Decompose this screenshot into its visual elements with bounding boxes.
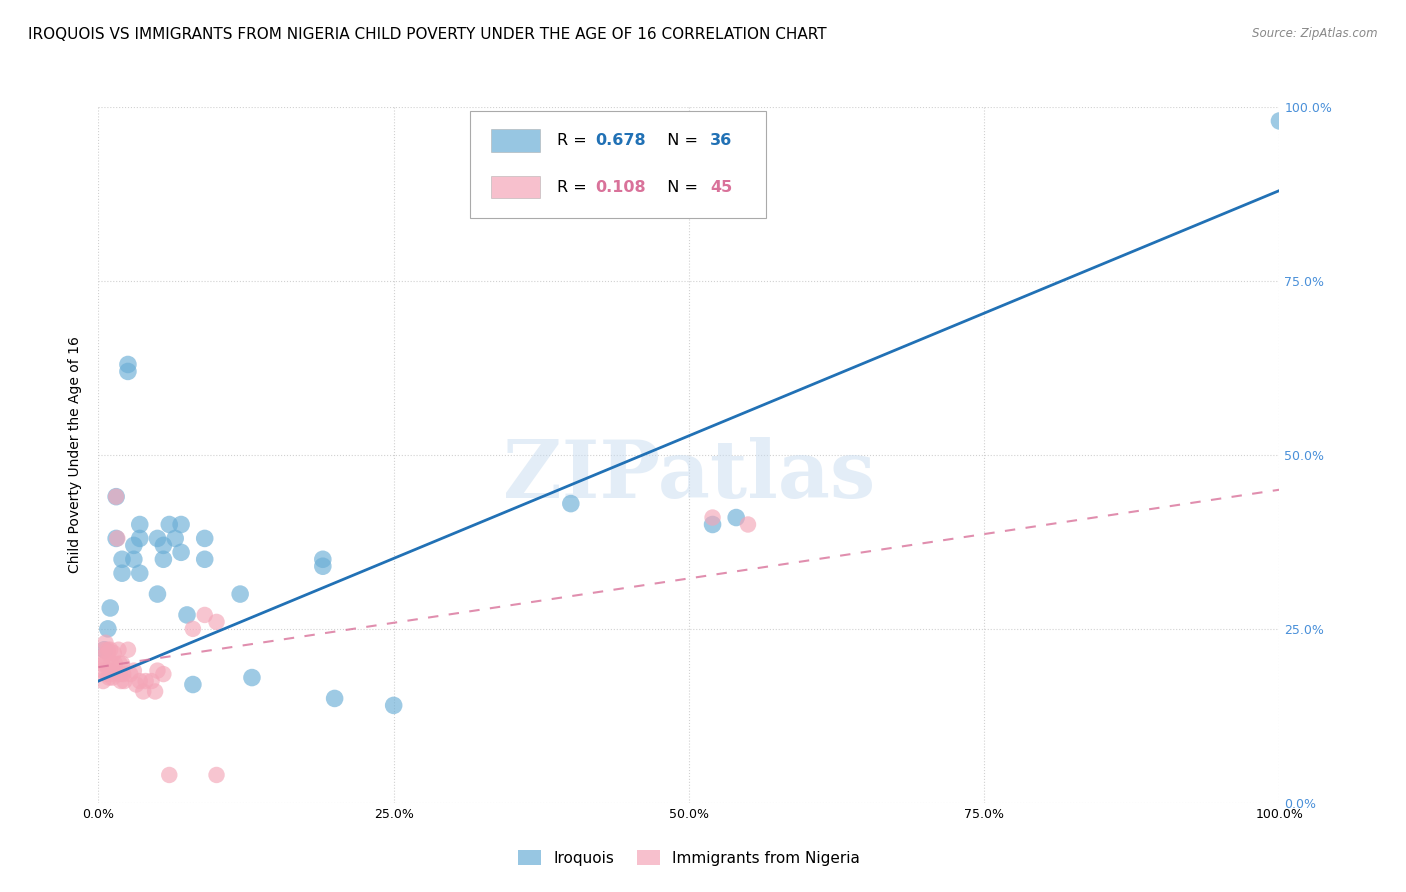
Point bbox=[181, 677, 204, 691]
Point bbox=[94, 636, 117, 650]
Point bbox=[128, 566, 150, 581]
Point bbox=[105, 490, 128, 504]
Text: 0.108: 0.108 bbox=[596, 179, 647, 194]
Point bbox=[104, 657, 127, 671]
Text: 36: 36 bbox=[710, 133, 733, 148]
Point bbox=[725, 510, 748, 524]
Point bbox=[112, 667, 135, 681]
Point bbox=[100, 657, 122, 671]
Point bbox=[170, 545, 193, 559]
Point bbox=[181, 622, 204, 636]
Text: R =: R = bbox=[557, 133, 592, 148]
Point bbox=[382, 698, 405, 713]
Text: R =: R = bbox=[557, 179, 592, 194]
FancyBboxPatch shape bbox=[471, 111, 766, 219]
Point bbox=[105, 490, 128, 504]
Point bbox=[165, 532, 187, 546]
Text: N =: N = bbox=[657, 133, 703, 148]
Point bbox=[97, 622, 120, 636]
Point bbox=[100, 667, 122, 681]
Point bbox=[96, 667, 118, 681]
Point bbox=[240, 671, 263, 685]
Point bbox=[141, 674, 163, 689]
Point bbox=[128, 532, 150, 546]
Point bbox=[702, 517, 724, 532]
FancyBboxPatch shape bbox=[491, 129, 540, 152]
Point bbox=[98, 664, 121, 678]
Point bbox=[157, 517, 180, 532]
FancyBboxPatch shape bbox=[491, 176, 540, 198]
Point bbox=[323, 691, 346, 706]
Point bbox=[229, 587, 252, 601]
Point bbox=[170, 517, 193, 532]
Point bbox=[1268, 114, 1291, 128]
Text: ZIPatlas: ZIPatlas bbox=[503, 437, 875, 515]
Point bbox=[91, 664, 114, 678]
Point bbox=[122, 538, 145, 552]
Point bbox=[205, 768, 228, 782]
Point bbox=[91, 674, 114, 689]
Point bbox=[135, 674, 157, 689]
Point bbox=[105, 532, 128, 546]
Text: N =: N = bbox=[657, 179, 703, 194]
Point bbox=[101, 671, 124, 685]
Point bbox=[176, 607, 198, 622]
Point bbox=[152, 667, 174, 681]
Legend: Iroquois, Immigrants from Nigeria: Iroquois, Immigrants from Nigeria bbox=[512, 844, 866, 871]
Point bbox=[117, 642, 139, 657]
Point bbox=[122, 552, 145, 566]
Point bbox=[93, 642, 115, 657]
Point bbox=[737, 517, 759, 532]
Point bbox=[143, 684, 166, 698]
Point bbox=[97, 642, 120, 657]
Point bbox=[93, 642, 115, 657]
Point bbox=[152, 552, 174, 566]
Point bbox=[152, 538, 174, 552]
Point bbox=[94, 657, 117, 671]
Point bbox=[194, 552, 217, 566]
Point bbox=[107, 642, 129, 657]
Point bbox=[702, 510, 724, 524]
Point bbox=[110, 674, 132, 689]
Point bbox=[91, 649, 114, 664]
Y-axis label: Child Poverty Under the Age of 16: Child Poverty Under the Age of 16 bbox=[69, 336, 83, 574]
Point bbox=[91, 657, 114, 671]
Point bbox=[132, 684, 155, 698]
Point bbox=[128, 674, 150, 689]
Point bbox=[111, 566, 134, 581]
Point bbox=[205, 615, 228, 629]
Text: Source: ZipAtlas.com: Source: ZipAtlas.com bbox=[1253, 27, 1378, 40]
Point bbox=[120, 667, 142, 681]
Point bbox=[108, 667, 131, 681]
Point bbox=[117, 364, 139, 378]
Point bbox=[312, 559, 335, 574]
Text: IROQUOIS VS IMMIGRANTS FROM NIGERIA CHILD POVERTY UNDER THE AGE OF 16 CORRELATIO: IROQUOIS VS IMMIGRANTS FROM NIGERIA CHIL… bbox=[28, 27, 827, 42]
Point bbox=[111, 657, 134, 671]
Point bbox=[146, 587, 169, 601]
Point bbox=[98, 671, 121, 685]
Text: 45: 45 bbox=[710, 179, 733, 194]
Point bbox=[194, 607, 217, 622]
Point bbox=[111, 552, 134, 566]
Point bbox=[98, 642, 121, 657]
Point bbox=[128, 517, 150, 532]
Point bbox=[97, 646, 120, 660]
Point bbox=[146, 532, 169, 546]
Point bbox=[157, 768, 180, 782]
Point bbox=[105, 532, 128, 546]
Point bbox=[312, 552, 335, 566]
Point bbox=[125, 677, 148, 691]
Point bbox=[117, 358, 139, 372]
Point bbox=[194, 532, 217, 546]
Point bbox=[122, 664, 145, 678]
Point bbox=[103, 646, 125, 660]
Point bbox=[108, 657, 131, 671]
Text: 0.678: 0.678 bbox=[596, 133, 647, 148]
Point bbox=[146, 664, 169, 678]
Point bbox=[560, 497, 582, 511]
Point bbox=[98, 601, 121, 615]
Point bbox=[112, 674, 135, 689]
